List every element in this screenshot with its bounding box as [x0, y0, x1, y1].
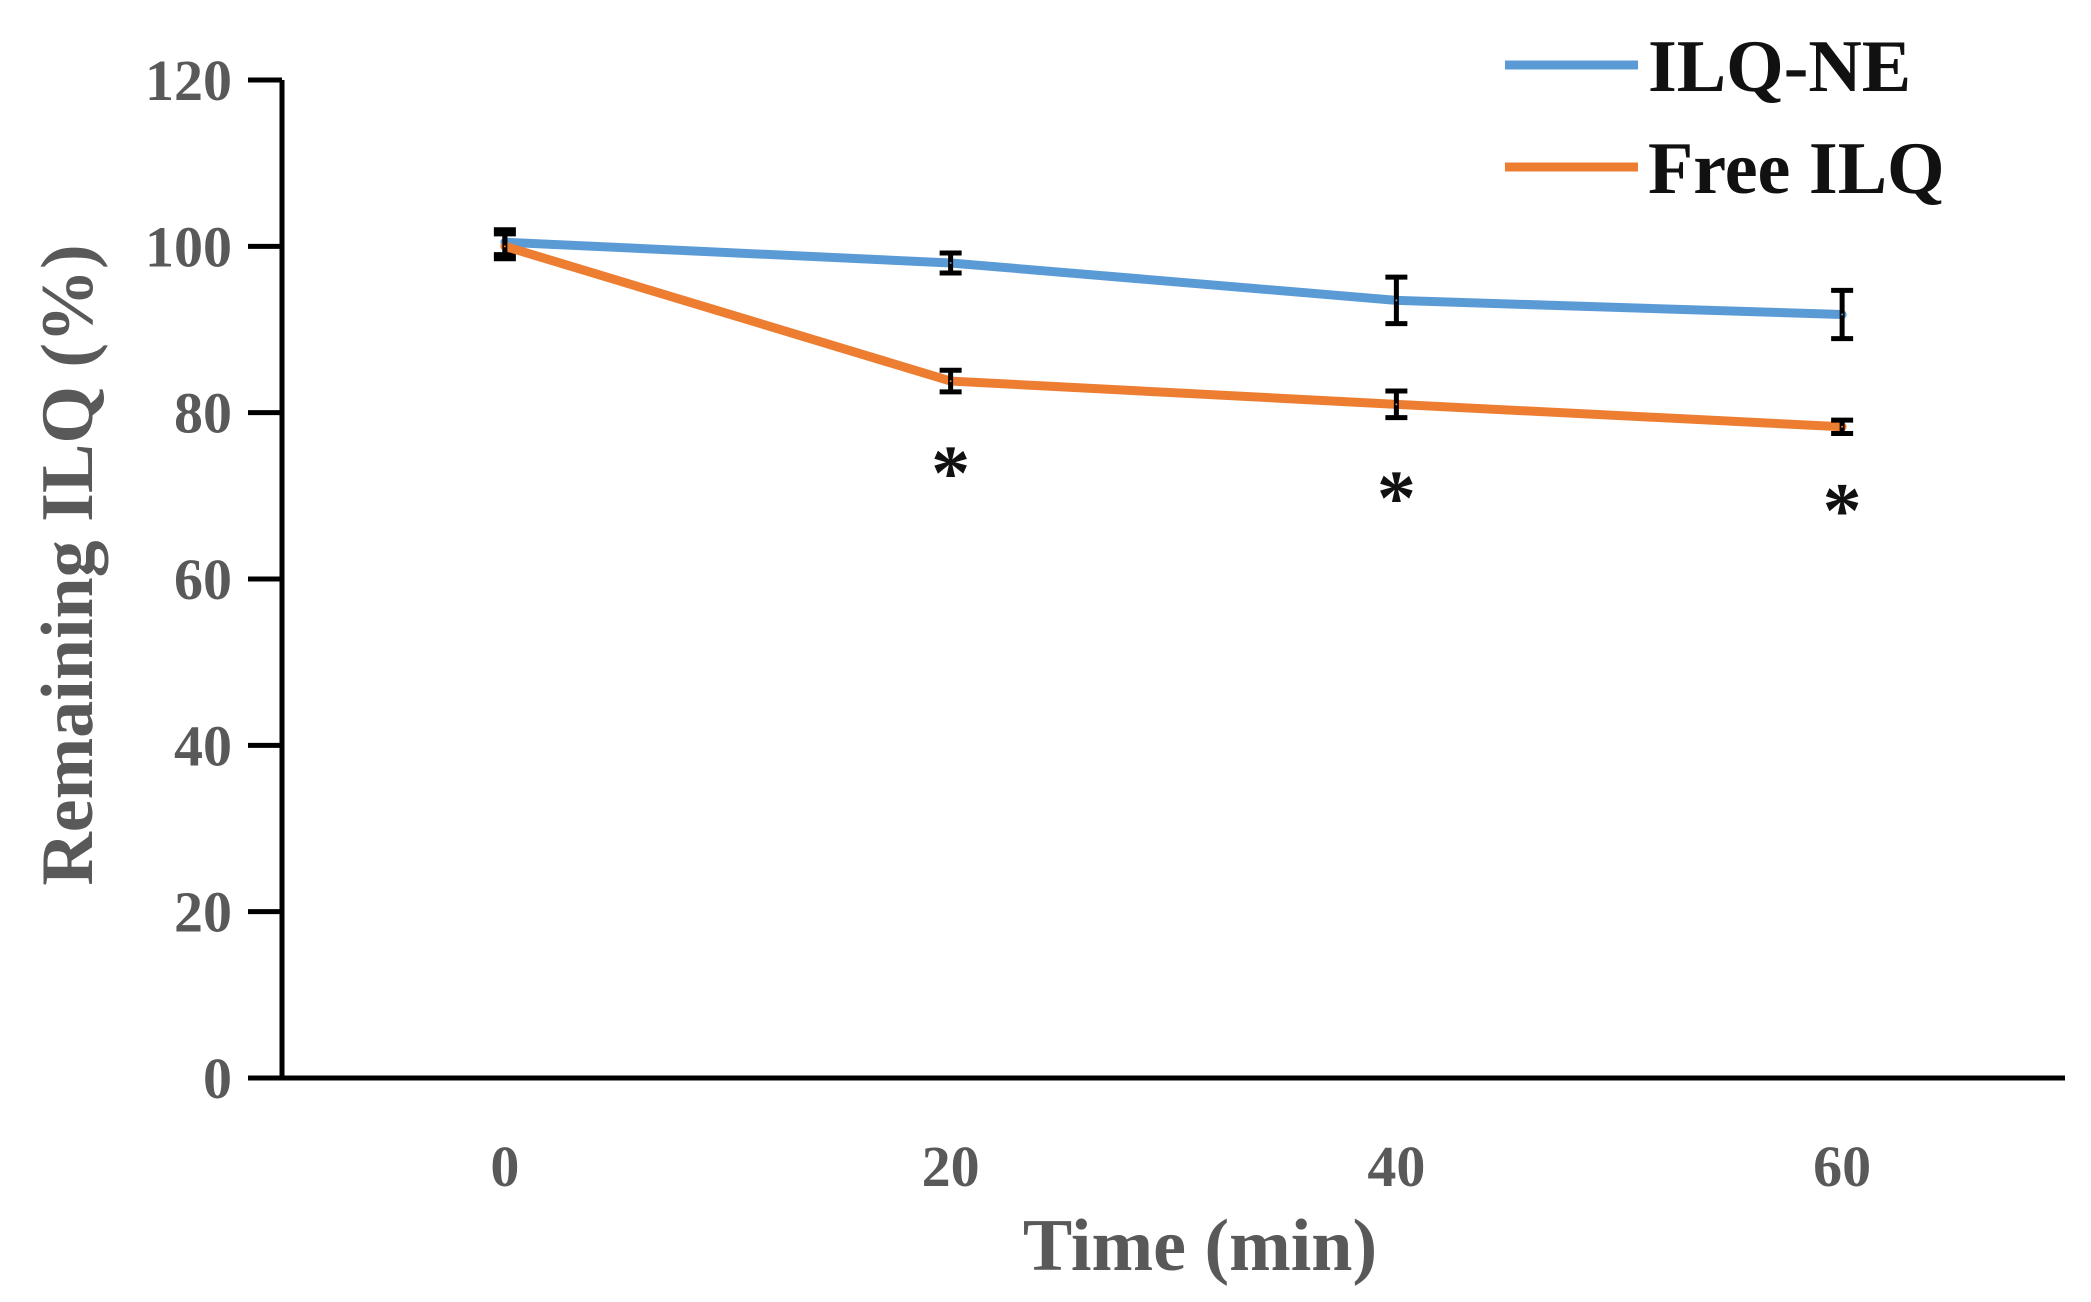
y-axis-title: Remaining ILQ (%) — [27, 244, 109, 885]
legend-label: Free ILQ — [1648, 128, 1945, 210]
series-line — [500, 241, 1847, 432]
series-free-ilq — [493, 231, 1854, 436]
x-tick-label: 40 — [1367, 1134, 1425, 1199]
x-tick-label: 60 — [1813, 1134, 1871, 1199]
series-ilq-ne — [493, 227, 1854, 342]
legend-item-free-ilq: Free ILQ — [1505, 128, 1945, 210]
significance-asterisk: * — [931, 429, 970, 516]
axes: 0 20 40 60 80 100 120 0 20 40 60 — [145, 48, 2065, 1199]
y-tick-label: 40 — [174, 713, 232, 778]
annotation-layer: * * * — [931, 429, 1862, 553]
y-tick-label: 0 — [203, 1046, 232, 1111]
data-point — [949, 261, 952, 264]
data-point — [949, 380, 952, 383]
y-tick-label: 80 — [174, 381, 232, 446]
data-point — [503, 245, 506, 248]
x-axis-title: Time (min) — [1023, 1205, 1377, 1287]
legend-label: ILQ-NE — [1648, 26, 1911, 108]
series-layer — [493, 227, 1854, 436]
y-tick-label: 120 — [145, 48, 232, 113]
y-tick-label: 60 — [174, 547, 232, 612]
significance-asterisk: * — [1377, 454, 1416, 541]
x-tick-label: 0 — [490, 1134, 519, 1199]
series-line — [500, 237, 1847, 320]
significance-asterisk: * — [1823, 466, 1862, 553]
legend-item-ilq-ne: ILQ-NE — [1505, 26, 1911, 108]
data-point — [1395, 299, 1398, 302]
x-tick-label: 20 — [922, 1134, 980, 1199]
data-point — [1395, 403, 1398, 406]
y-tick-label: 20 — [174, 880, 232, 945]
legend: ILQ-NE Free ILQ — [1505, 26, 1945, 210]
data-point — [1841, 425, 1844, 428]
y-tick-label: 100 — [145, 214, 232, 279]
data-point — [1841, 313, 1844, 316]
